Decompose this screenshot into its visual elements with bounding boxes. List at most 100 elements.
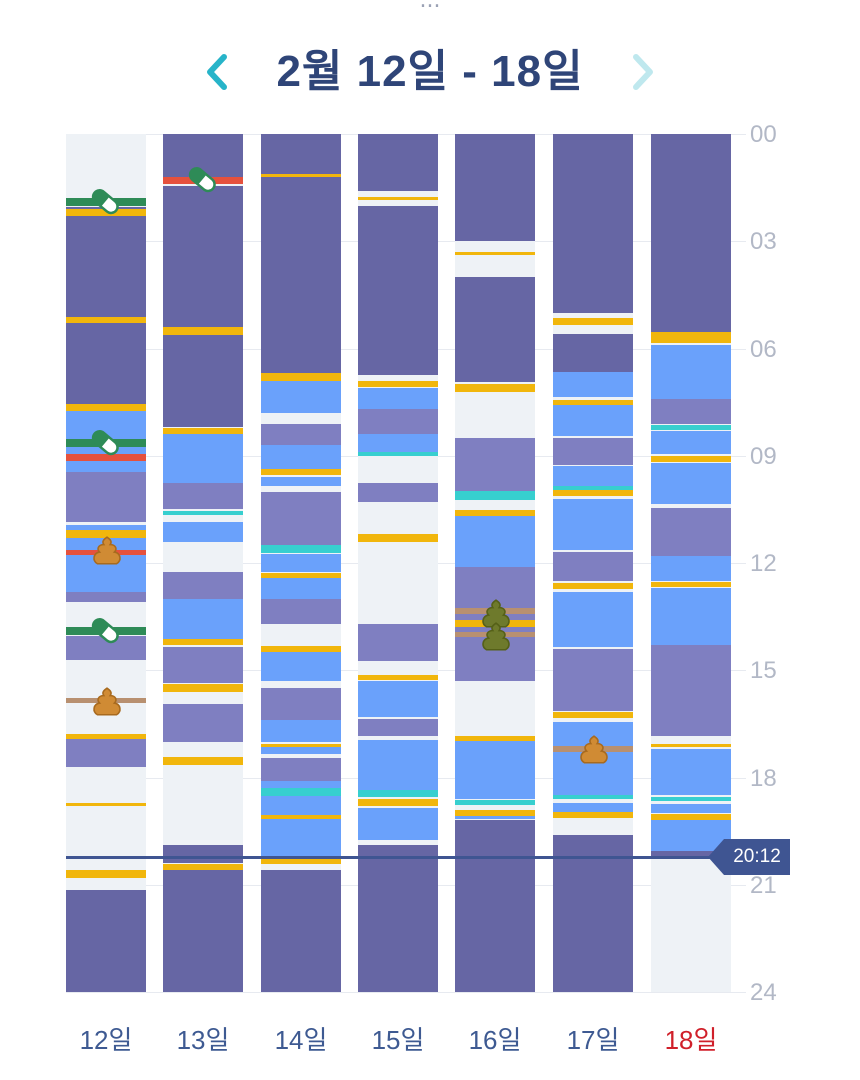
feeding-event[interactable] <box>163 638 243 645</box>
feeding-event[interactable] <box>66 870 146 878</box>
feeding-event[interactable] <box>261 373 341 382</box>
nap-block[interactable] <box>66 734 146 767</box>
nap-block[interactable] <box>651 507 731 556</box>
day-column[interactable] <box>66 134 146 992</box>
day-label[interactable]: 12일 <box>79 1025 133 1055</box>
night-sleep-block[interactable] <box>163 845 243 864</box>
pill-icon[interactable] <box>185 163 219 197</box>
night-sleep-block[interactable] <box>66 890 146 992</box>
feeding-event[interactable] <box>163 863 243 871</box>
awake-light-block[interactable] <box>261 445 341 471</box>
day-label[interactable]: 15일 <box>371 1025 425 1055</box>
awake-light-block[interactable] <box>261 815 341 857</box>
feeding-event[interactable] <box>261 572 341 579</box>
awake-light-block[interactable] <box>651 462 731 504</box>
night-sleep-block[interactable] <box>358 845 438 992</box>
awake-light-block[interactable] <box>553 371 633 397</box>
nap-block[interactable] <box>163 647 243 683</box>
nap-block[interactable] <box>651 398 731 424</box>
feeding-event[interactable] <box>553 318 633 325</box>
feeding-event[interactable] <box>651 332 731 344</box>
day-column[interactable] <box>553 134 633 992</box>
feeding-event[interactable] <box>163 427 243 434</box>
prev-week-button[interactable] <box>192 44 242 100</box>
awake-light-block[interactable] <box>163 521 243 542</box>
awake-light-block[interactable] <box>358 680 438 717</box>
awake-light-block[interactable] <box>261 477 341 487</box>
night-sleep-block[interactable] <box>163 185 243 329</box>
pill-icon[interactable] <box>88 614 122 648</box>
night-sleep-block[interactable] <box>261 870 341 992</box>
night-sleep-block[interactable] <box>358 205 438 376</box>
poop-icon[interactable] <box>577 733 611 767</box>
feeding-event[interactable] <box>66 803 146 806</box>
teal-event[interactable] <box>651 424 731 430</box>
awake-light-block[interactable] <box>455 512 535 567</box>
feeding-event[interactable] <box>261 815 341 819</box>
night-sleep-block[interactable] <box>553 334 633 372</box>
awake-light-block[interactable] <box>261 652 341 681</box>
teal-event[interactable] <box>358 452 438 456</box>
nap-block[interactable] <box>163 571 243 599</box>
night-sleep-block[interactable] <box>163 134 243 177</box>
nap-block[interactable] <box>163 482 243 510</box>
feeding-event[interactable] <box>553 812 633 818</box>
current-time-marker[interactable]: 20:12 <box>708 839 790 875</box>
feeding-event[interactable] <box>261 468 341 475</box>
feeding-event[interactable] <box>261 173 341 177</box>
day-column[interactable] <box>358 134 438 992</box>
awake-light-block[interactable] <box>553 498 633 551</box>
feeding-event[interactable] <box>553 399 633 405</box>
nap-block[interactable] <box>163 704 243 742</box>
nap-block[interactable] <box>553 552 633 581</box>
nap-block[interactable] <box>553 648 633 712</box>
awake-light-block[interactable] <box>261 554 341 572</box>
awake-light-block[interactable] <box>651 344 731 399</box>
feeding-event[interactable] <box>553 711 633 719</box>
feeding-event[interactable] <box>358 798 438 807</box>
nap-block[interactable] <box>261 688 341 721</box>
poop-icon[interactable] <box>90 534 124 568</box>
awake-light-block[interactable] <box>651 430 731 454</box>
night-sleep-block[interactable] <box>651 850 731 857</box>
nap-block[interactable] <box>455 437 535 492</box>
pill-icon[interactable] <box>88 185 122 219</box>
feeding-event[interactable] <box>358 534 438 542</box>
nap-block[interactable] <box>358 409 438 435</box>
teal-event[interactable] <box>651 796 731 802</box>
awake-light-block[interactable] <box>163 598 243 640</box>
feeding-event[interactable] <box>66 733 146 739</box>
day-label[interactable]: 16일 <box>468 1025 522 1055</box>
day-label[interactable]: 17일 <box>566 1025 620 1055</box>
feeding-event[interactable] <box>455 810 535 817</box>
pill-icon[interactable] <box>88 426 122 460</box>
awake-light-block[interactable] <box>553 400 633 437</box>
night-sleep-block[interactable] <box>553 834 633 992</box>
nap-block[interactable] <box>261 757 341 782</box>
medicine-red-event[interactable] <box>66 453 146 462</box>
night-sleep-block[interactable] <box>163 334 243 428</box>
nap-block[interactable] <box>66 471 146 522</box>
night-sleep-block[interactable] <box>66 207 146 319</box>
feeding-event[interactable] <box>358 674 438 681</box>
feeding-event[interactable] <box>553 490 633 497</box>
feeding-event[interactable] <box>358 381 438 388</box>
feeding-event[interactable] <box>651 456 731 463</box>
feeding-event[interactable] <box>66 209 146 216</box>
awake-light-block[interactable] <box>358 387 438 410</box>
awake-light-block[interactable] <box>651 820 731 851</box>
day-column[interactable] <box>163 134 243 992</box>
awake-light-block[interactable] <box>358 807 438 841</box>
awake-light-block[interactable] <box>553 591 633 647</box>
nap-block[interactable] <box>261 598 341 624</box>
awake-light-block[interactable] <box>261 745 341 755</box>
day-label[interactable]: 18일 <box>664 1025 718 1055</box>
feeding-event[interactable] <box>261 743 341 748</box>
awake-light-block[interactable] <box>358 434 438 453</box>
awake-light-block[interactable] <box>455 738 535 799</box>
night-sleep-block[interactable] <box>651 134 731 333</box>
awake-light-block[interactable] <box>651 804 731 814</box>
awake-light-block[interactable] <box>261 577 341 599</box>
teal-event[interactable] <box>553 485 633 494</box>
nap-block[interactable] <box>66 591 146 603</box>
